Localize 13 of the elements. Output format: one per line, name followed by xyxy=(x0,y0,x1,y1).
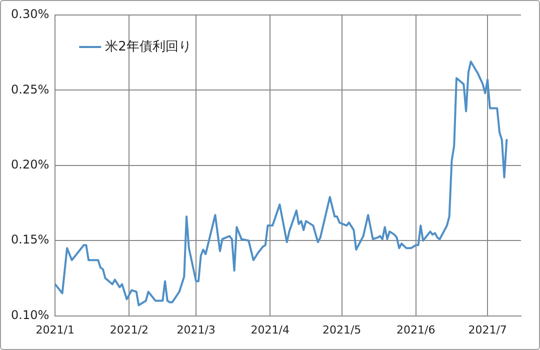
y-tick-label: 0.25% xyxy=(10,82,50,96)
x-tick-label: 2021/6 xyxy=(396,323,436,336)
x-tick-label: 2021/2 xyxy=(110,323,149,336)
x-tick-label: 2021/1 xyxy=(36,323,74,336)
y-tick-label: 0.15% xyxy=(10,232,50,247)
x-tick-label: 2021/4 xyxy=(250,323,290,336)
legend-label: 米2年債利回り xyxy=(105,39,192,54)
y-tick-label: 0.10% xyxy=(10,308,50,322)
y-tick-label: 0.20% xyxy=(10,158,50,172)
y-tick-label: 0.30% xyxy=(10,7,50,22)
x-tick-label: 2021/3 xyxy=(176,323,216,336)
x-tick-label: 2021/7 xyxy=(468,323,507,336)
x-tick-label: 2021/5 xyxy=(322,323,362,336)
